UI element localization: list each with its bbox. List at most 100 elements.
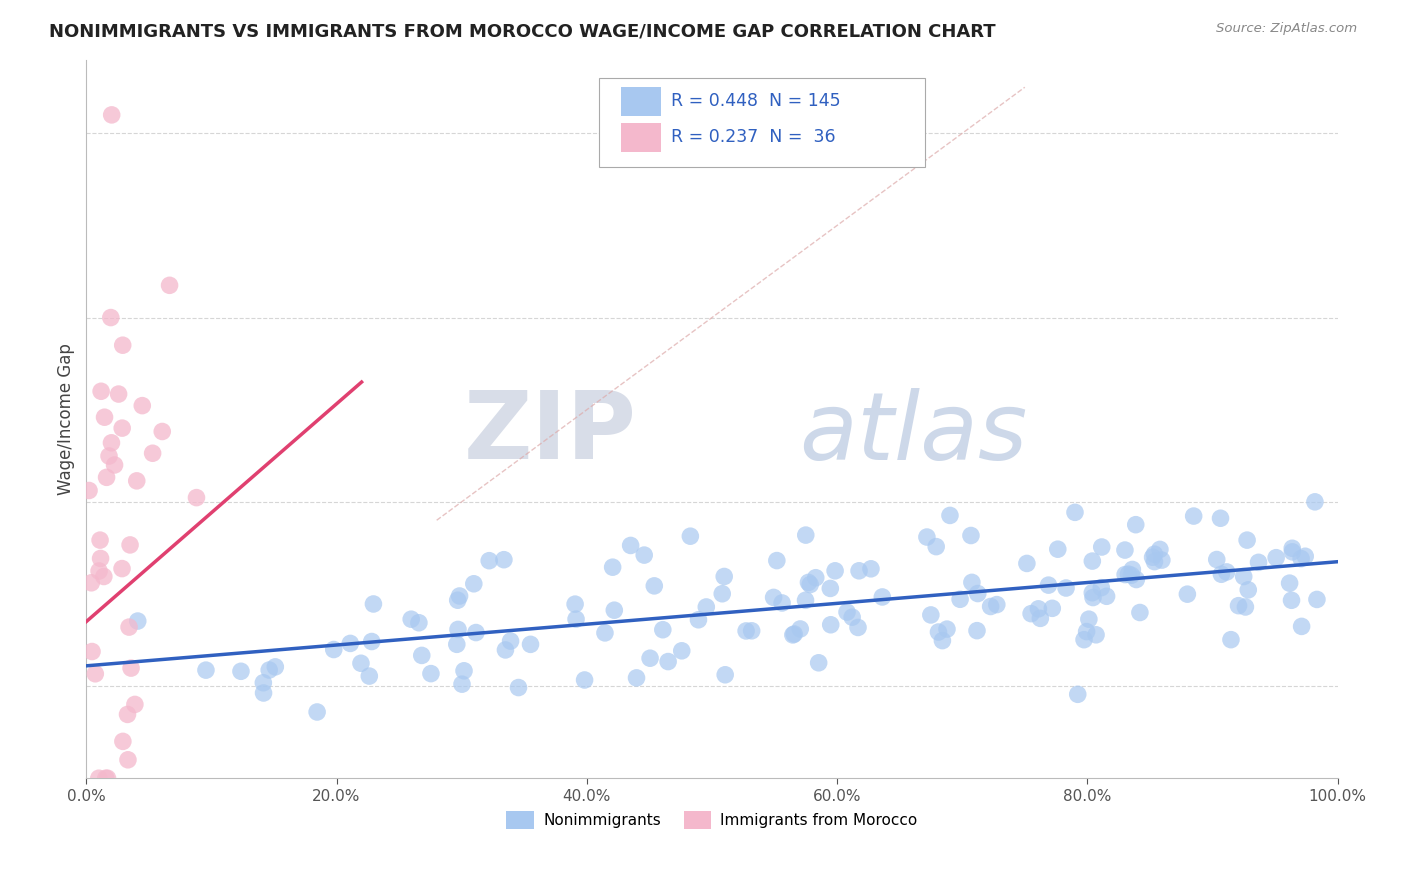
Point [1038,578,1060,592]
Point [494,643,516,657]
Point [1205,552,1227,566]
Point [848,564,870,578]
Point [1028,602,1050,616]
Point [1085,628,1108,642]
Point [1081,585,1104,599]
Point [925,540,948,554]
Point [111,561,134,575]
Point [1236,533,1258,548]
Point [87,771,110,785]
Text: ZIP: ZIP [464,387,637,479]
Point [463,576,485,591]
Point [1289,551,1312,566]
Point [1182,509,1205,524]
Point [1220,632,1243,647]
Point [846,620,869,634]
Point [252,675,274,690]
Point [186,491,208,505]
Point [807,656,830,670]
Point [257,663,280,677]
Point [651,623,673,637]
Point [1118,567,1140,582]
Point [252,686,274,700]
Point [1142,550,1164,565]
Point [1265,550,1288,565]
Y-axis label: Wage/Income Gap: Wage/Income Gap [58,343,75,495]
Point [120,661,142,675]
Point [1129,606,1152,620]
Point [96,470,118,484]
Point [966,586,988,600]
Point [1114,567,1136,582]
Point [1114,543,1136,558]
Point [939,508,962,523]
Point [762,591,785,605]
Point [519,637,541,651]
Point [499,634,522,648]
Point [766,553,789,567]
Point [229,665,252,679]
Point [638,651,661,665]
Point [125,474,148,488]
Text: Source: ZipAtlas.com: Source: ZipAtlas.com [1216,22,1357,36]
Point [142,446,165,460]
Point [77,483,100,498]
Point [446,637,468,651]
Point [688,613,710,627]
Point [1125,517,1147,532]
Point [111,421,134,435]
Point [1015,557,1038,571]
Text: atlas: atlas [800,388,1028,479]
Point [117,707,139,722]
Point [1095,589,1118,603]
Point [107,387,129,401]
Point [794,593,817,607]
Point [1306,592,1329,607]
Point [1054,581,1077,595]
Point [657,655,679,669]
Point [100,435,122,450]
Point [936,622,959,636]
Point [1121,562,1143,576]
Point [1215,565,1237,579]
Point [1143,555,1166,569]
Point [1125,573,1147,587]
Point [150,425,173,439]
Point [359,669,381,683]
Point [633,548,655,562]
Point [735,624,758,638]
Point [799,577,821,591]
Point [794,528,817,542]
Point [194,663,217,677]
Point [350,657,373,671]
Point [1281,541,1303,556]
Point [96,771,118,785]
Point [859,562,882,576]
Point [1247,555,1270,569]
Point [159,278,181,293]
Point [322,642,344,657]
Point [714,667,737,681]
Point [620,538,643,552]
Point [98,449,121,463]
Point [679,529,702,543]
Point [960,575,983,590]
Point [1227,599,1250,613]
Point [1143,547,1166,561]
Point [1067,687,1090,701]
FancyBboxPatch shape [620,123,661,152]
Point [931,633,953,648]
Point [478,554,501,568]
Point [117,753,139,767]
Point [1090,581,1112,595]
Point [131,399,153,413]
Point [1234,599,1257,614]
Point [89,533,111,548]
Point [695,599,717,614]
Point [1046,542,1069,557]
Point [1076,624,1098,639]
Point [920,607,942,622]
Point [602,560,624,574]
Point [565,612,588,626]
Point [508,681,530,695]
